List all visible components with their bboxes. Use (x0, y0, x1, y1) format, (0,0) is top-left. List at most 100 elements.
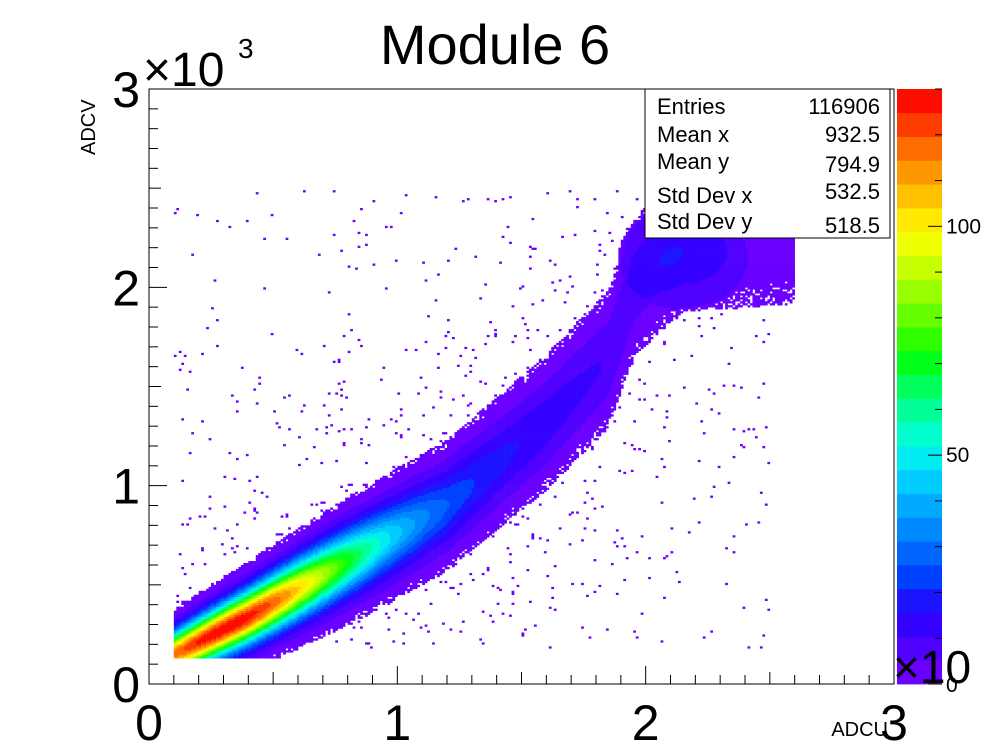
heatmap-cell (179, 642, 182, 644)
heatmap-cell (231, 619, 234, 621)
heatmap-cell (333, 561, 336, 563)
heatmap-cell (243, 638, 246, 640)
heatmap-cell (358, 591, 361, 593)
heatmap-cell (248, 617, 251, 619)
heatmap-cell (283, 585, 286, 587)
heatmap-cell (298, 537, 301, 539)
heatmap-cell (397, 549, 400, 551)
heatmap-cell (330, 621, 333, 623)
heatmap-cell (276, 628, 279, 630)
heatmap-cell (231, 613, 234, 615)
heatmap-cell (226, 621, 229, 623)
heatmap-cell (191, 638, 194, 640)
heatmap-cell (286, 537, 289, 539)
heatmap-cell (216, 626, 219, 628)
heatmap-cell (375, 498, 378, 500)
heatmap-cell (392, 480, 395, 482)
heatmap-cell (288, 611, 291, 613)
heatmap-cell (385, 527, 388, 529)
heatmap-cell (373, 490, 376, 492)
heatmap-cell (358, 597, 361, 599)
heatmap-cell (303, 571, 306, 573)
heatmap-cell (216, 634, 219, 636)
heatmap-cell (360, 507, 363, 509)
heatmap-cell (263, 581, 266, 583)
heatmap-cell (248, 583, 251, 585)
heatmap-cell (330, 581, 333, 583)
heatmap-cell (296, 601, 299, 603)
heatmap-cell (320, 613, 323, 615)
heatmap-cell (293, 583, 296, 585)
heatmap-cell (211, 654, 214, 656)
heatmap-cell (221, 583, 224, 585)
heatmap-cell (333, 361, 336, 363)
heatmap-cell (224, 640, 227, 642)
heatmap-cell (268, 623, 271, 625)
heatmap-cell (350, 615, 353, 617)
heatmap-cell (256, 646, 259, 648)
heatmap-cell (368, 603, 371, 605)
heatmap-cell (206, 656, 209, 658)
heatmap-cell (253, 656, 256, 658)
heatmap-cell (209, 591, 212, 593)
heatmap-cell (345, 565, 348, 567)
heatmap-cell (226, 579, 229, 581)
heatmap-cell (305, 603, 308, 605)
heatmap-cell (186, 625, 189, 627)
heatmap-cell (313, 585, 316, 587)
heatmap-cell (291, 551, 294, 553)
heatmap-cell (296, 615, 299, 617)
heatmap-cell (323, 589, 326, 591)
heatmap-cell (194, 609, 197, 611)
heatmap-cell (365, 577, 368, 579)
heatmap-cell (281, 609, 284, 611)
heatmap-cell (340, 539, 343, 541)
heatmap-cell (325, 517, 328, 519)
heatmap-cell (288, 650, 291, 652)
heatmap-cell (375, 484, 378, 486)
heatmap-cell (271, 557, 274, 559)
heatmap-cell (248, 648, 251, 650)
heatmap-cell (261, 636, 264, 638)
heatmap-cell (206, 603, 209, 605)
heatmap-cell (263, 656, 266, 658)
heatmap-cell (278, 569, 281, 571)
heatmap-cell (365, 573, 368, 575)
heatmap-cell (308, 571, 311, 573)
heatmap-cell (293, 611, 296, 613)
heatmap-cell (278, 553, 281, 555)
heatmap-cell (348, 565, 351, 567)
heatmap-cell (390, 492, 393, 494)
heatmap-cell (174, 611, 177, 613)
heatmap-cell (296, 585, 299, 587)
heatmap-cell (308, 553, 311, 555)
heatmap-cell (286, 565, 289, 567)
heatmap-cell (382, 561, 385, 563)
heatmap-cell (335, 565, 338, 567)
heatmap-cell (360, 611, 363, 613)
heatmap-cell (256, 567, 259, 569)
heatmap-cell (363, 506, 366, 508)
heatmap-cell (382, 581, 385, 583)
heatmap-cell (373, 549, 376, 551)
heatmap-cell (313, 535, 316, 537)
heatmap-cell (333, 575, 336, 577)
heatmap-cell (315, 632, 318, 634)
heatmap-cell (355, 595, 358, 597)
heatmap-cell (214, 650, 217, 652)
heatmap-cell (241, 567, 244, 569)
heatmap-cell (248, 652, 251, 654)
heatmap-cell (395, 420, 398, 422)
heatmap-cell (228, 625, 231, 627)
heatmap-cell (377, 577, 380, 579)
heatmap-cell (300, 626, 303, 628)
heatmap-cell (209, 613, 212, 615)
heatmap-cell (343, 605, 346, 607)
heatmap-cell (211, 603, 214, 605)
heatmap-cell (320, 626, 323, 628)
heatmap-cell (271, 553, 274, 555)
heatmap-cell (253, 650, 256, 652)
heatmap-cell (271, 549, 274, 551)
heatmap-cell (330, 599, 333, 601)
heatmap-cell (375, 480, 378, 482)
